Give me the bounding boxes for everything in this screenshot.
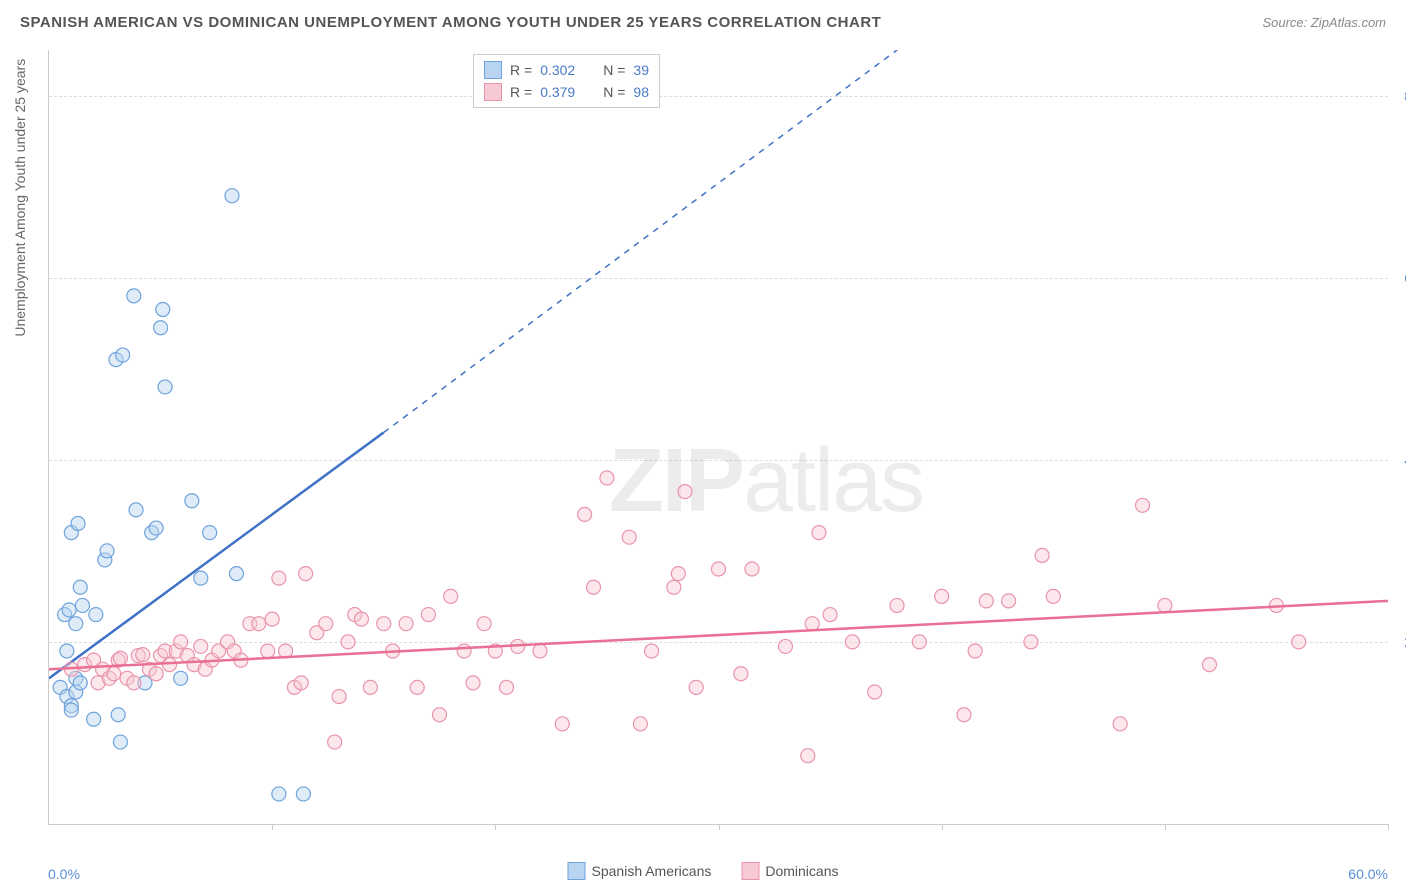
- y-axis-label: Unemployment Among Youth under 25 years: [12, 59, 28, 337]
- y-tick-label: 20.0%: [1402, 634, 1406, 650]
- swatch-icon: [484, 61, 502, 79]
- x-tick: [1388, 824, 1389, 830]
- x-tick: [272, 824, 273, 830]
- stat-value: 0.302: [540, 62, 575, 78]
- legend-item-dominican: Dominicans: [741, 862, 838, 880]
- stat-value: 39: [633, 62, 649, 78]
- scatter-svg: [49, 50, 1388, 824]
- legend-label: Spanish Americans: [592, 863, 712, 879]
- x-tick: [495, 824, 496, 830]
- x-tick: [719, 824, 720, 830]
- swatch-icon: [741, 862, 759, 880]
- x-axis-min-label: 0.0%: [48, 866, 80, 882]
- y-tick-label: 80.0%: [1402, 88, 1406, 104]
- legend-item-spanish: Spanish Americans: [568, 862, 712, 880]
- stat-value: 0.379: [540, 84, 575, 100]
- y-tick-label: 60.0%: [1402, 270, 1406, 286]
- stat-label-r: R =: [510, 62, 532, 78]
- swatch-icon: [484, 83, 502, 101]
- x-tick: [942, 824, 943, 830]
- legend: Spanish Americans Dominicans: [568, 862, 839, 880]
- stat-value: 98: [633, 84, 649, 100]
- stat-label-r: R =: [510, 84, 532, 100]
- swatch-icon: [568, 862, 586, 880]
- stats-row-spanish: R = 0.302 N = 39: [484, 59, 649, 81]
- x-tick: [1165, 824, 1166, 830]
- legend-label: Dominicans: [765, 863, 838, 879]
- chart-title: SPANISH AMERICAN VS DOMINICAN UNEMPLOYME…: [20, 14, 881, 31]
- stats-row-dominican: R = 0.379 N = 98: [484, 81, 649, 103]
- stat-label-n: N =: [603, 62, 625, 78]
- source-label: Source: ZipAtlas.com: [1262, 15, 1386, 30]
- y-tick-label: 40.0%: [1402, 452, 1406, 468]
- stat-label-n: N =: [603, 84, 625, 100]
- chart-plot-area: R = 0.302 N = 39 R = 0.379 N = 98 ZIPatl…: [48, 50, 1388, 825]
- x-axis-max-label: 60.0%: [1348, 866, 1388, 882]
- correlation-stats-box: R = 0.302 N = 39 R = 0.379 N = 98: [473, 54, 660, 108]
